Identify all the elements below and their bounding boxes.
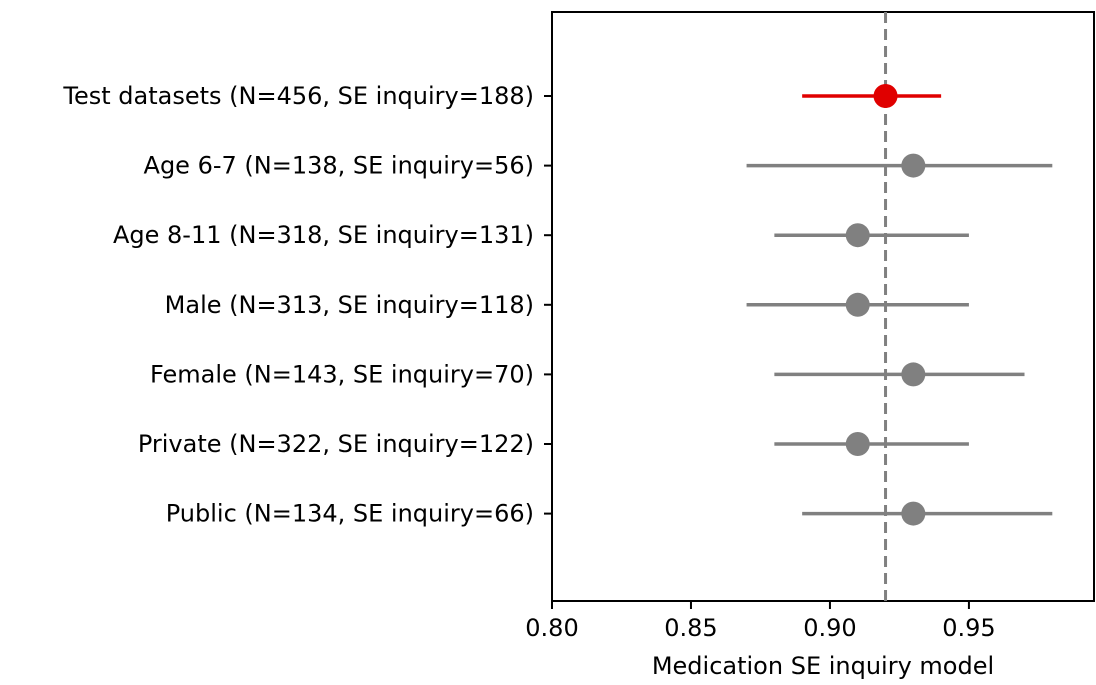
row-5: Private (N=322, SE inquiry=122) xyxy=(138,430,969,458)
x-axis: 0.80 0.85 0.90 0.95 xyxy=(525,601,996,642)
row-0: Test datasets (N=456, SE inquiry=188) xyxy=(62,82,942,110)
point-estimate xyxy=(845,292,870,317)
point-estimate xyxy=(873,84,898,108)
point-estimate xyxy=(901,501,926,526)
row-label: Public (N=134, SE inquiry=66) xyxy=(166,500,534,528)
point-estimate xyxy=(845,223,870,248)
row-1: Age 6-7 (N=138, SE inquiry=56) xyxy=(144,152,1053,180)
row-4: Female (N=143, SE inquiry=70) xyxy=(150,360,1025,388)
row-label: Male (N=313, SE inquiry=118) xyxy=(165,291,534,319)
row-label: Test datasets (N=456, SE inquiry=188) xyxy=(62,82,534,110)
row-label: Age 8-11 (N=318, SE inquiry=131) xyxy=(113,221,534,249)
rows-layer: Test datasets (N=456, SE inquiry=188) Age… xyxy=(62,82,1053,528)
x-tick-label: 0.95 xyxy=(942,614,995,642)
x-tick-label: 0.80 xyxy=(525,614,578,642)
point-estimate xyxy=(901,362,926,387)
x-axis-label: Medication SE inquiry model xyxy=(652,652,994,680)
x-tick-label: 0.85 xyxy=(664,614,717,642)
point-estimate xyxy=(845,432,870,456)
plot-area xyxy=(551,11,1095,602)
row-label: Age 6-7 (N=138, SE inquiry=56) xyxy=(144,152,534,180)
row-label: Female (N=143, SE inquiry=70) xyxy=(150,360,534,388)
row-3: Male (N=313, SE inquiry=118) xyxy=(165,291,969,319)
row-2: Age 8-11 (N=318, SE inquiry=131) xyxy=(113,221,969,249)
row-6: Public (N=134, SE inquiry=66) xyxy=(166,500,1053,528)
x-tick-label: 0.90 xyxy=(803,614,856,642)
plot-frame xyxy=(551,11,1095,602)
point-estimate xyxy=(901,153,926,178)
row-label: Private (N=322, SE inquiry=122) xyxy=(138,430,534,458)
